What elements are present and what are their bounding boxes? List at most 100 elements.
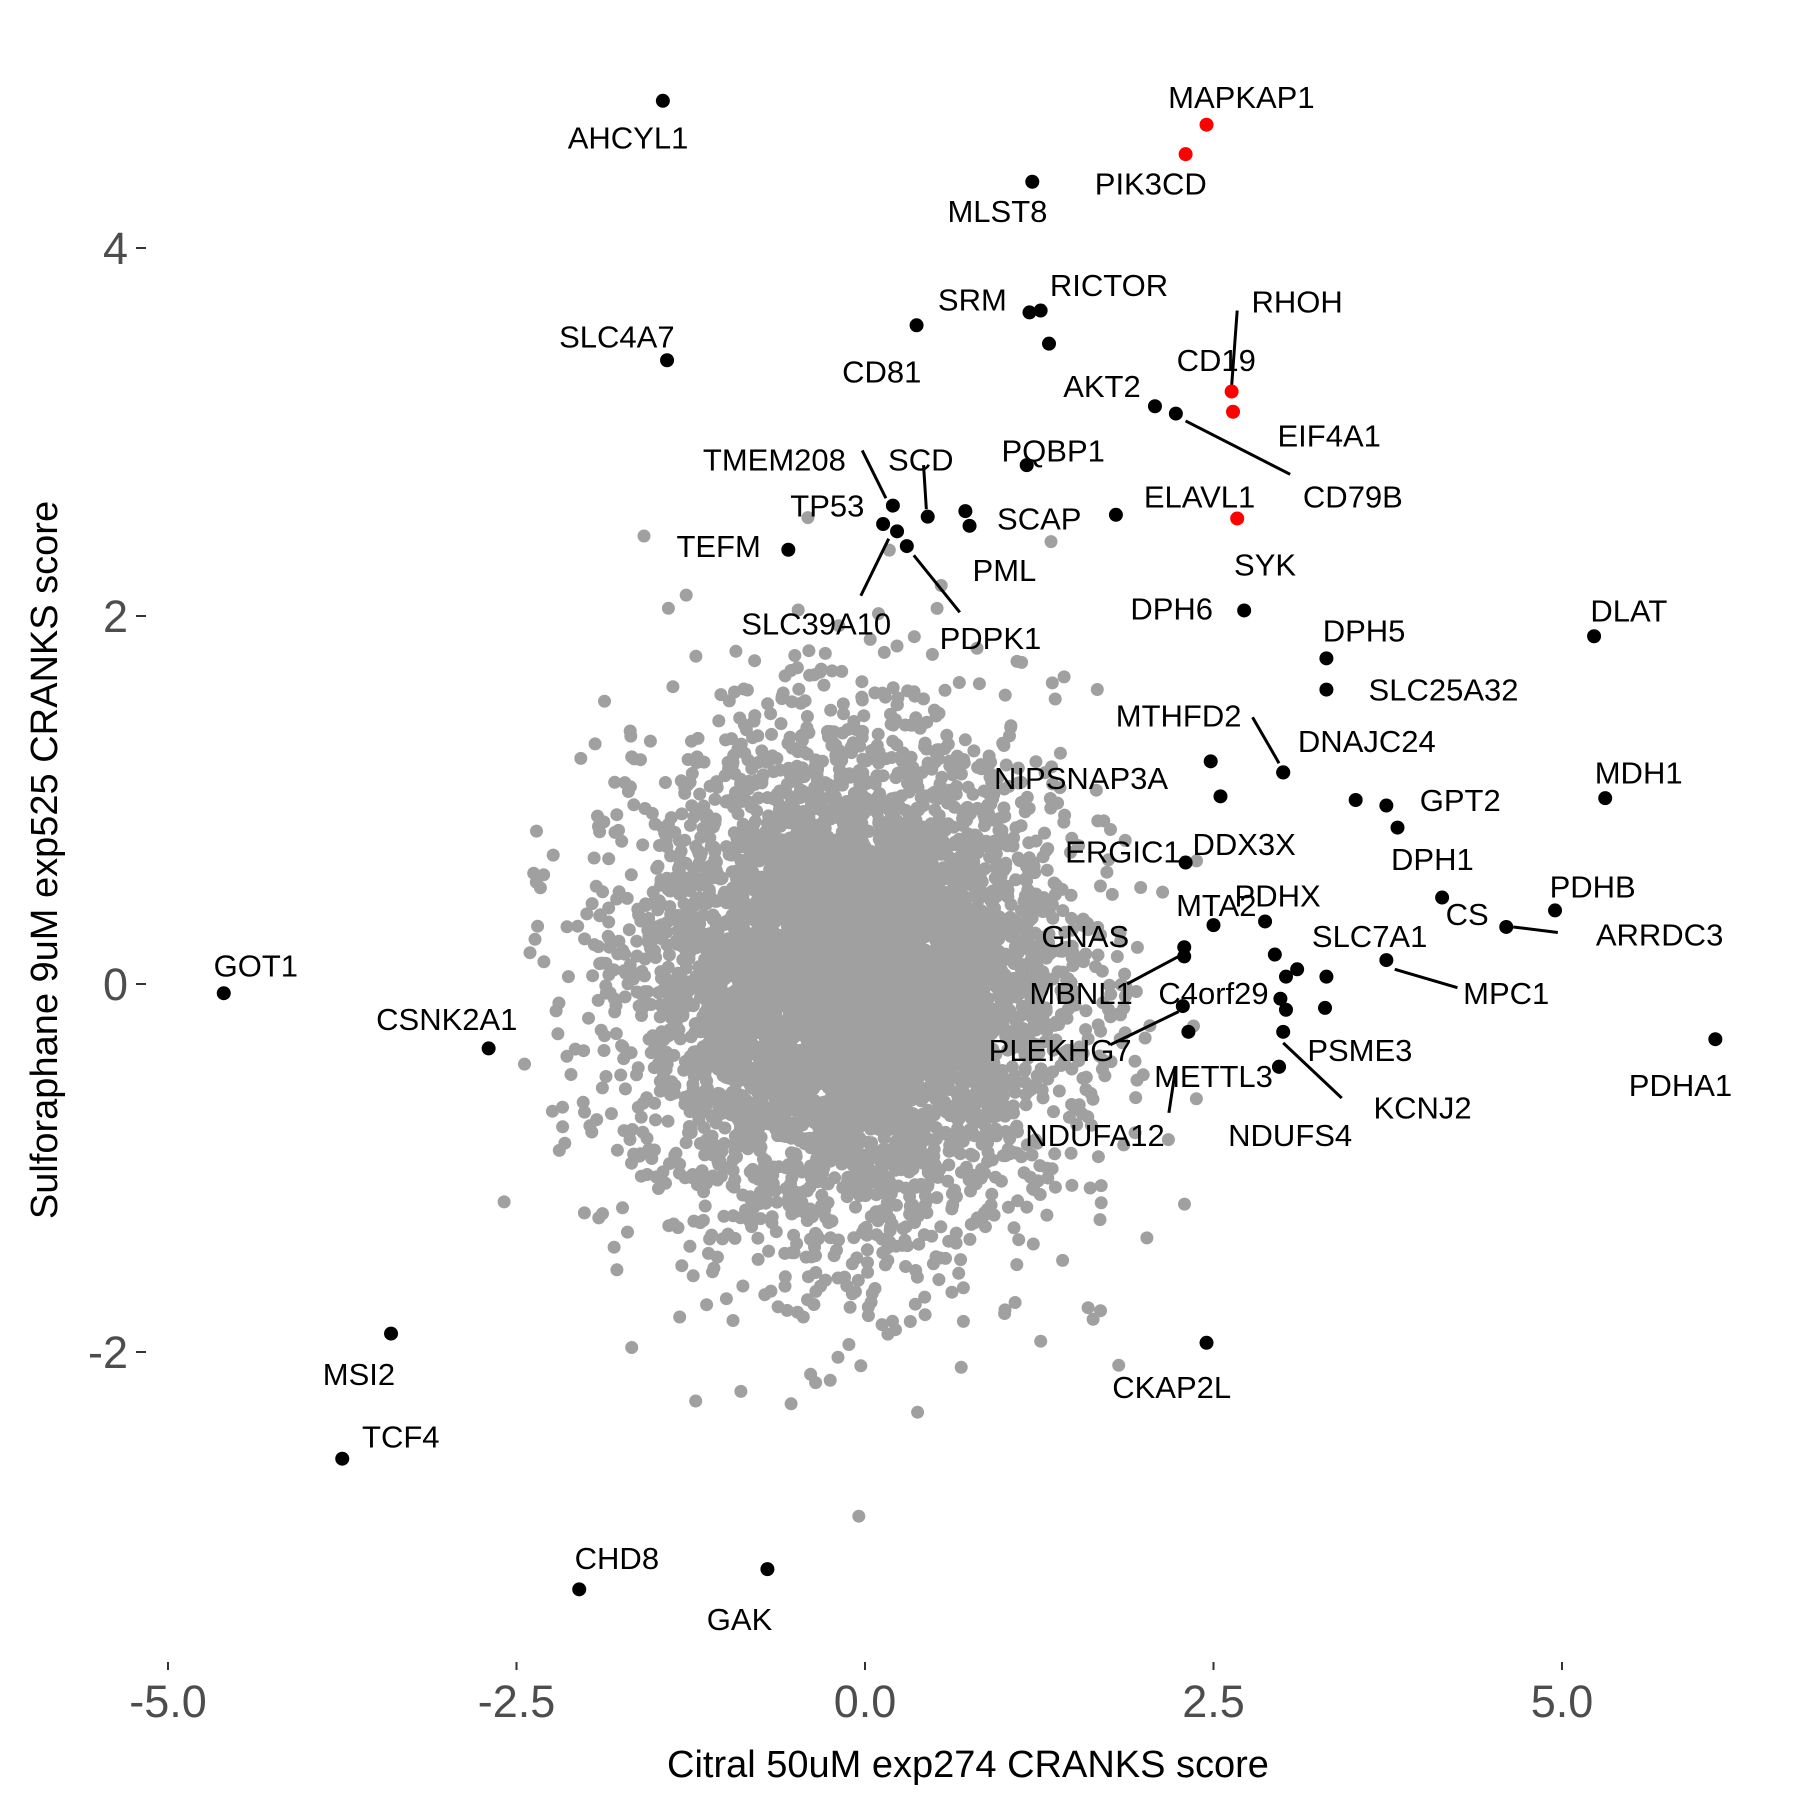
background-point xyxy=(967,843,980,857)
background-point xyxy=(1112,1358,1126,1372)
background-point xyxy=(1178,1197,1191,1211)
background-point xyxy=(1034,1334,1048,1348)
background-point xyxy=(1093,1049,1107,1063)
background-point xyxy=(877,1131,891,1145)
background-point xyxy=(964,1184,977,1198)
background-point xyxy=(784,1397,798,1411)
background-point xyxy=(852,1509,866,1523)
background-point xyxy=(868,686,882,700)
background-point xyxy=(531,919,545,933)
background-point xyxy=(571,919,585,933)
background-point xyxy=(625,1123,639,1136)
background-point xyxy=(595,1081,609,1095)
background-point xyxy=(616,1201,629,1215)
background-point xyxy=(1012,1233,1026,1247)
background-point xyxy=(1034,1062,1048,1076)
background-point xyxy=(831,1271,845,1285)
background-point xyxy=(1010,654,1024,668)
background-point xyxy=(625,1156,638,1170)
background-point xyxy=(965,1124,979,1138)
background-point xyxy=(1093,1213,1107,1227)
background-point xyxy=(1011,1011,1025,1025)
background-point xyxy=(597,1044,611,1057)
background-point xyxy=(771,1300,785,1314)
background-point xyxy=(833,744,847,758)
background-point xyxy=(717,1209,731,1223)
background-point xyxy=(956,1314,970,1328)
background-point xyxy=(710,1250,724,1264)
background-point xyxy=(860,1243,874,1257)
background-point xyxy=(802,644,816,658)
background-point xyxy=(851,1273,865,1287)
background-point xyxy=(710,780,724,794)
background-point xyxy=(825,664,839,678)
background-point xyxy=(817,678,831,692)
background-point xyxy=(653,1010,667,1024)
background-point xyxy=(726,1314,740,1327)
background-point xyxy=(675,1259,689,1273)
background-point xyxy=(850,1164,864,1177)
background-point xyxy=(1044,535,1058,549)
background-point xyxy=(1056,1253,1070,1267)
background-point xyxy=(832,619,846,633)
background-point xyxy=(873,787,887,801)
background-point xyxy=(727,748,741,762)
background-point xyxy=(857,709,871,723)
background-point xyxy=(518,1057,531,1071)
background-point xyxy=(811,1120,825,1134)
background-points-group xyxy=(497,511,1203,1523)
background-point xyxy=(1025,911,1039,925)
background-point xyxy=(659,1176,672,1190)
background-point xyxy=(879,1205,893,1219)
background-point xyxy=(1046,1043,1060,1057)
background-point xyxy=(1045,676,1059,690)
background-point xyxy=(664,998,678,1012)
background-point xyxy=(638,969,651,983)
background-point xyxy=(895,766,909,780)
background-point xyxy=(1094,1179,1108,1193)
background-point xyxy=(658,776,672,789)
background-point xyxy=(817,1150,831,1164)
background-point xyxy=(714,688,728,702)
background-point xyxy=(689,649,703,663)
background-point xyxy=(865,1287,879,1300)
background-point xyxy=(1018,1064,1032,1078)
background-point xyxy=(788,649,802,662)
background-point xyxy=(556,1100,569,1114)
background-point xyxy=(964,1147,978,1161)
background-point xyxy=(1026,855,1040,869)
background-point xyxy=(872,607,885,621)
background-point xyxy=(647,1143,661,1157)
background-point xyxy=(1094,1196,1108,1210)
background-point xyxy=(683,998,697,1012)
background-point xyxy=(751,1231,765,1245)
background-point xyxy=(990,1002,1003,1016)
background-point xyxy=(1072,1098,1086,1112)
background-point xyxy=(1061,1043,1075,1057)
background-point xyxy=(614,1068,628,1082)
background-point xyxy=(842,1338,856,1351)
background-point xyxy=(1057,815,1071,829)
background-point xyxy=(649,1113,662,1127)
background-point xyxy=(728,1231,742,1245)
background-point xyxy=(755,744,769,758)
background-point xyxy=(623,1133,637,1146)
background-point xyxy=(1090,683,1104,696)
background-point xyxy=(590,1113,604,1127)
background-point xyxy=(734,1384,748,1398)
background-point xyxy=(864,1122,878,1136)
background-point xyxy=(1057,670,1071,684)
background-point xyxy=(809,1376,823,1390)
background-point xyxy=(719,733,733,747)
background-point xyxy=(888,1114,902,1128)
background-point xyxy=(849,1200,862,1214)
background-point xyxy=(768,1004,781,1018)
background-point xyxy=(708,792,722,806)
background-point xyxy=(927,1142,941,1156)
background-point xyxy=(602,931,616,945)
background-point xyxy=(848,825,862,839)
background-point xyxy=(1091,1018,1105,1032)
background-point xyxy=(886,681,900,695)
background-point xyxy=(1075,918,1089,932)
background-point xyxy=(997,782,1011,796)
